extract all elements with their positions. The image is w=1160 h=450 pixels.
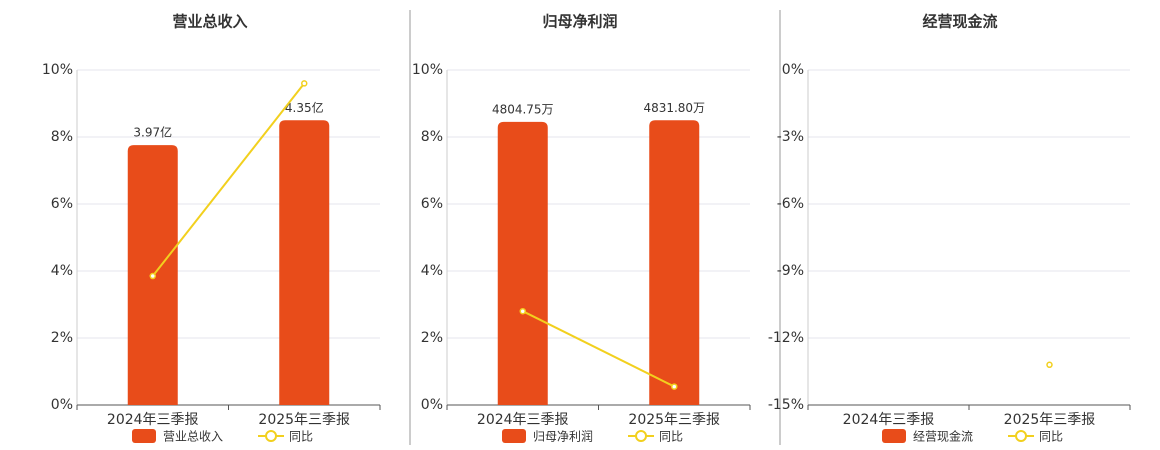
line-point: [519, 307, 526, 315]
bar: [649, 120, 700, 405]
x-tick-label: 2025年三季报: [1004, 412, 1096, 428]
legend-swatch: [502, 429, 526, 443]
y-tick-label: -6%: [777, 196, 804, 212]
x-tick-label: 2025年三季报: [258, 412, 350, 428]
y-tick-label: 10%: [412, 62, 443, 78]
bar: [497, 121, 548, 406]
value-label: 4831.80万: [643, 101, 705, 115]
y-tick-label: 2%: [51, 330, 73, 346]
legend-label: 同比: [659, 430, 683, 444]
value-label: 4.35亿: [285, 100, 324, 115]
y-tick-label: -15%: [768, 397, 804, 413]
y-tick-label: 0%: [782, 62, 804, 78]
line-point: [149, 272, 156, 280]
y-tick-label: -12%: [768, 330, 804, 346]
y-tick-label: 8%: [51, 129, 73, 145]
legend-label: 同比: [1039, 430, 1063, 444]
line: [522, 310, 675, 388]
legend-marker: [265, 430, 278, 442]
chart-title: 经营现金流: [922, 13, 997, 31]
line-point: [671, 383, 678, 390]
y-tick-label: -3%: [777, 129, 804, 145]
y-tick-label: 4%: [421, 263, 443, 279]
legend-swatch: [882, 429, 906, 443]
x-tick-label: 2024年三季报: [477, 412, 569, 428]
chart-title: 归母净利润: [542, 13, 617, 31]
legend-label: 营业总收入: [163, 430, 223, 444]
legend-label: 经营现金流: [913, 429, 973, 444]
y-tick-label: 0%: [51, 397, 73, 413]
x-tick-label: 2025年三季报: [628, 412, 720, 428]
line: [151, 82, 306, 277]
x-tick-label: 2024年三季报: [107, 412, 199, 428]
y-tick-label: 2%: [421, 330, 443, 346]
legend-label: 同比: [289, 430, 313, 444]
y-tick-label: 4%: [51, 263, 73, 279]
y-tick-label: 6%: [51, 196, 73, 212]
legend-marker: [1015, 430, 1028, 442]
y-tick-label: 0%: [421, 397, 443, 413]
legend-label: 归母净利润: [533, 430, 593, 444]
bar: [279, 120, 330, 405]
y-tick-label: 10%: [42, 62, 73, 78]
x-tick-label: 2024年三季报: [843, 412, 935, 428]
line-point: [301, 80, 308, 87]
line-point: [1046, 361, 1053, 369]
legend-marker: [635, 430, 648, 442]
chart-title: 营业总收入: [172, 13, 247, 31]
legend-swatch: [132, 429, 156, 443]
value-label: 4804.75万: [492, 102, 554, 116]
value-label: 3.97亿: [133, 125, 172, 140]
y-tick-label: 8%: [421, 129, 443, 145]
y-tick-label: -9%: [777, 263, 804, 279]
y-tick-label: 6%: [421, 196, 443, 212]
